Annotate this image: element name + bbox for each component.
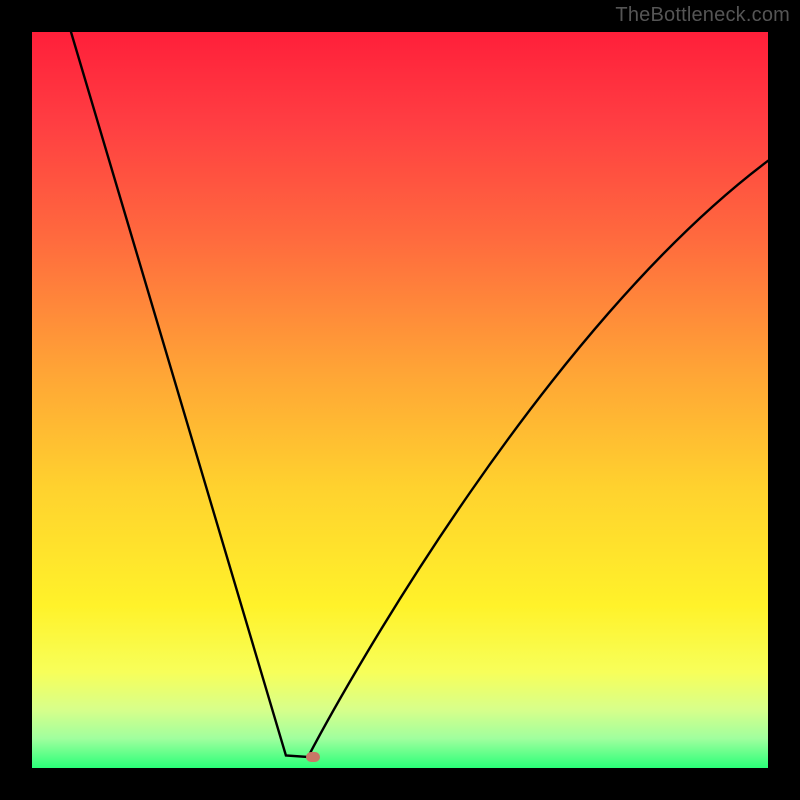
minimum-point-marker (306, 752, 320, 762)
chart-plot-area (32, 32, 768, 768)
watermark-text: TheBottleneck.com (615, 4, 790, 27)
bottleneck-curve (32, 32, 768, 768)
